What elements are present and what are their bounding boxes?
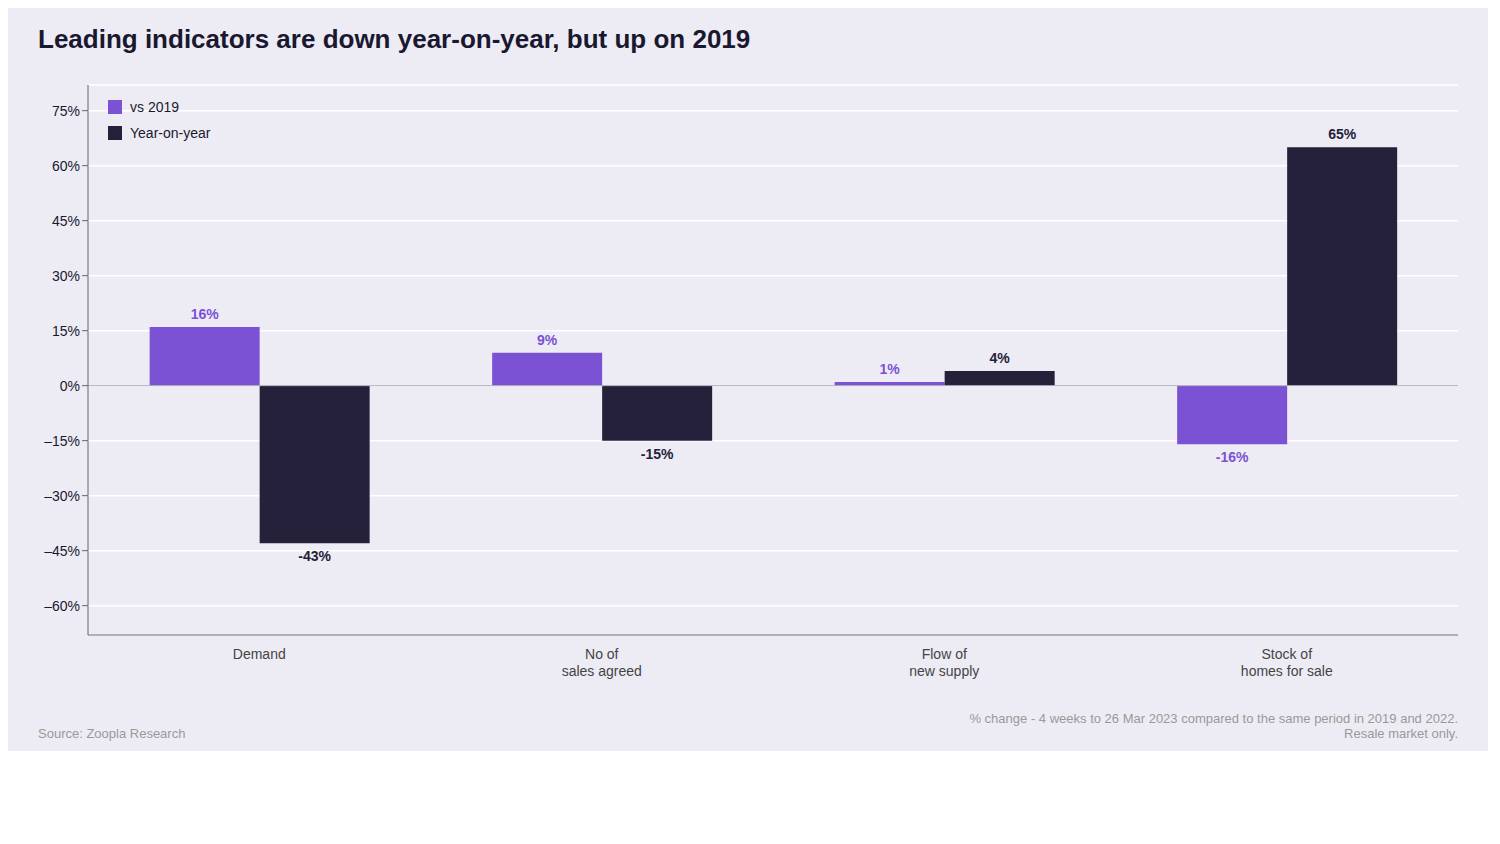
svg-text:30%: 30% xyxy=(52,268,80,284)
html-text:% change - 4 weeks to 26 Mar 2: % change - 4 weeks to 26 Mar 2023 compar… xyxy=(969,711,1458,741)
svg-text:–15%: –15% xyxy=(44,433,80,449)
svg-text:Flow ofnew supply: Flow ofnew supply xyxy=(909,646,979,679)
html-text:Leading indicators are down ye: Leading indicators are down year-on-year… xyxy=(38,24,751,54)
html-text:vs 2019: vs 2019 xyxy=(130,99,179,115)
html-text:Source: Zoopla Research: Source: Zoopla Research xyxy=(38,726,186,741)
svg-text:60%: 60% xyxy=(52,158,80,174)
svg-text:-43%: -43% xyxy=(298,548,331,564)
svg-text:4%: 4% xyxy=(990,350,1011,366)
svg-text:-15%: -15% xyxy=(641,446,674,462)
svg-text:–60%: –60% xyxy=(44,598,80,614)
svg-text:16%: 16% xyxy=(191,306,220,322)
svg-text:15%: 15% xyxy=(52,323,80,339)
svg-text:-16%: -16% xyxy=(1216,449,1249,465)
svg-text:1%: 1% xyxy=(880,361,901,377)
svg-text:No ofsales agreed: No ofsales agreed xyxy=(562,646,642,679)
svg-text:9%: 9% xyxy=(537,332,558,348)
svg-text:45%: 45% xyxy=(52,213,80,229)
svg-text:Stock ofhomes for sale: Stock ofhomes for sale xyxy=(1241,646,1333,679)
svg-text:–45%: –45% xyxy=(44,543,80,559)
svg-text:75%: 75% xyxy=(52,103,80,119)
html-text:Year-on-year: Year-on-year xyxy=(130,125,211,141)
svg-text:65%: 65% xyxy=(1328,126,1357,142)
svg-text:–30%: –30% xyxy=(44,488,80,504)
svg-text:0%: 0% xyxy=(60,378,80,394)
svg-text:Demand: Demand xyxy=(233,646,286,662)
